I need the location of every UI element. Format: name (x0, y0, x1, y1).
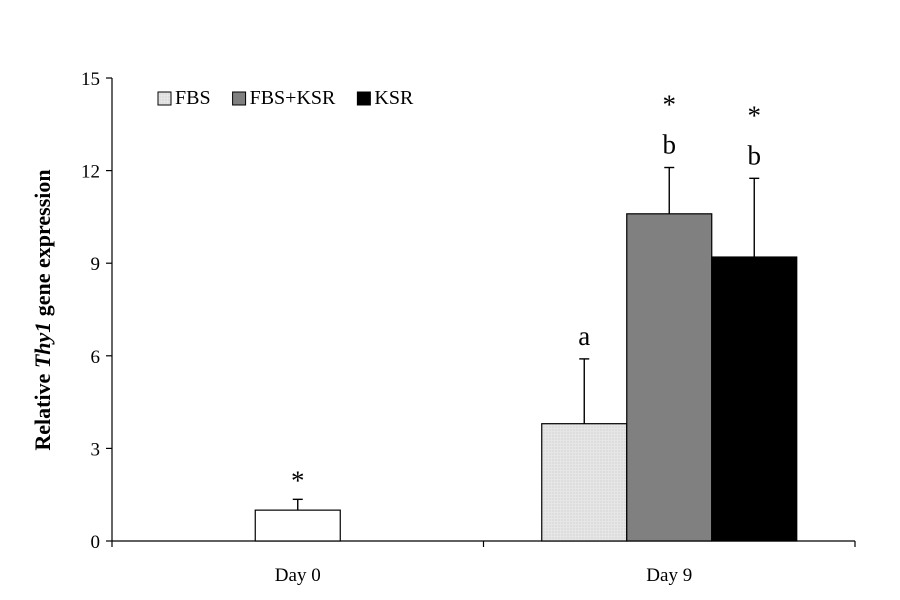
y-axis-title-prefix: Relative (30, 368, 55, 450)
y-axis-title-suffix: gene expression (30, 169, 55, 321)
significance-asterisk: * (291, 465, 305, 495)
significance-asterisk: * (663, 90, 677, 120)
y-tick-label: 0 (91, 532, 101, 553)
y-tick-label: 15 (81, 69, 100, 90)
bar-day0 (254, 509, 341, 542)
x-category-label: Day 0 (275, 565, 321, 586)
axes: 0 3 6 9 12 15 Day 0 Day 9 (81, 69, 856, 586)
significance-asterisk: * (748, 100, 762, 130)
significance-letter: b (748, 140, 762, 170)
y-axis-title-gene: Thy1 (30, 322, 55, 368)
bar-fbs (541, 423, 628, 542)
significance-letter: b (663, 130, 677, 160)
legend-swatch (356, 91, 371, 106)
legend-label: KSR (374, 87, 414, 109)
y-tick-label: 9 (91, 254, 101, 275)
y-axis-title: Relative Thy1 gene expression (30, 169, 55, 450)
legend-swatch (232, 91, 247, 106)
significance-letter: a (578, 321, 590, 351)
bar-fbs-ksr (626, 213, 713, 542)
x-category-label: Day 9 (646, 565, 692, 586)
legend-swatch (157, 91, 172, 106)
bars-layer: * a b * b * (254, 90, 798, 542)
y-tick-label: 12 (81, 162, 100, 183)
legend-label: FBS+KSR (250, 87, 336, 109)
bar-ksr (711, 256, 798, 542)
legend-label: FBS (175, 87, 211, 109)
legend: FBS FBS+KSR KSR (157, 87, 414, 109)
y-tick-label: 6 (91, 347, 101, 368)
y-tick-label: 3 (91, 439, 101, 460)
